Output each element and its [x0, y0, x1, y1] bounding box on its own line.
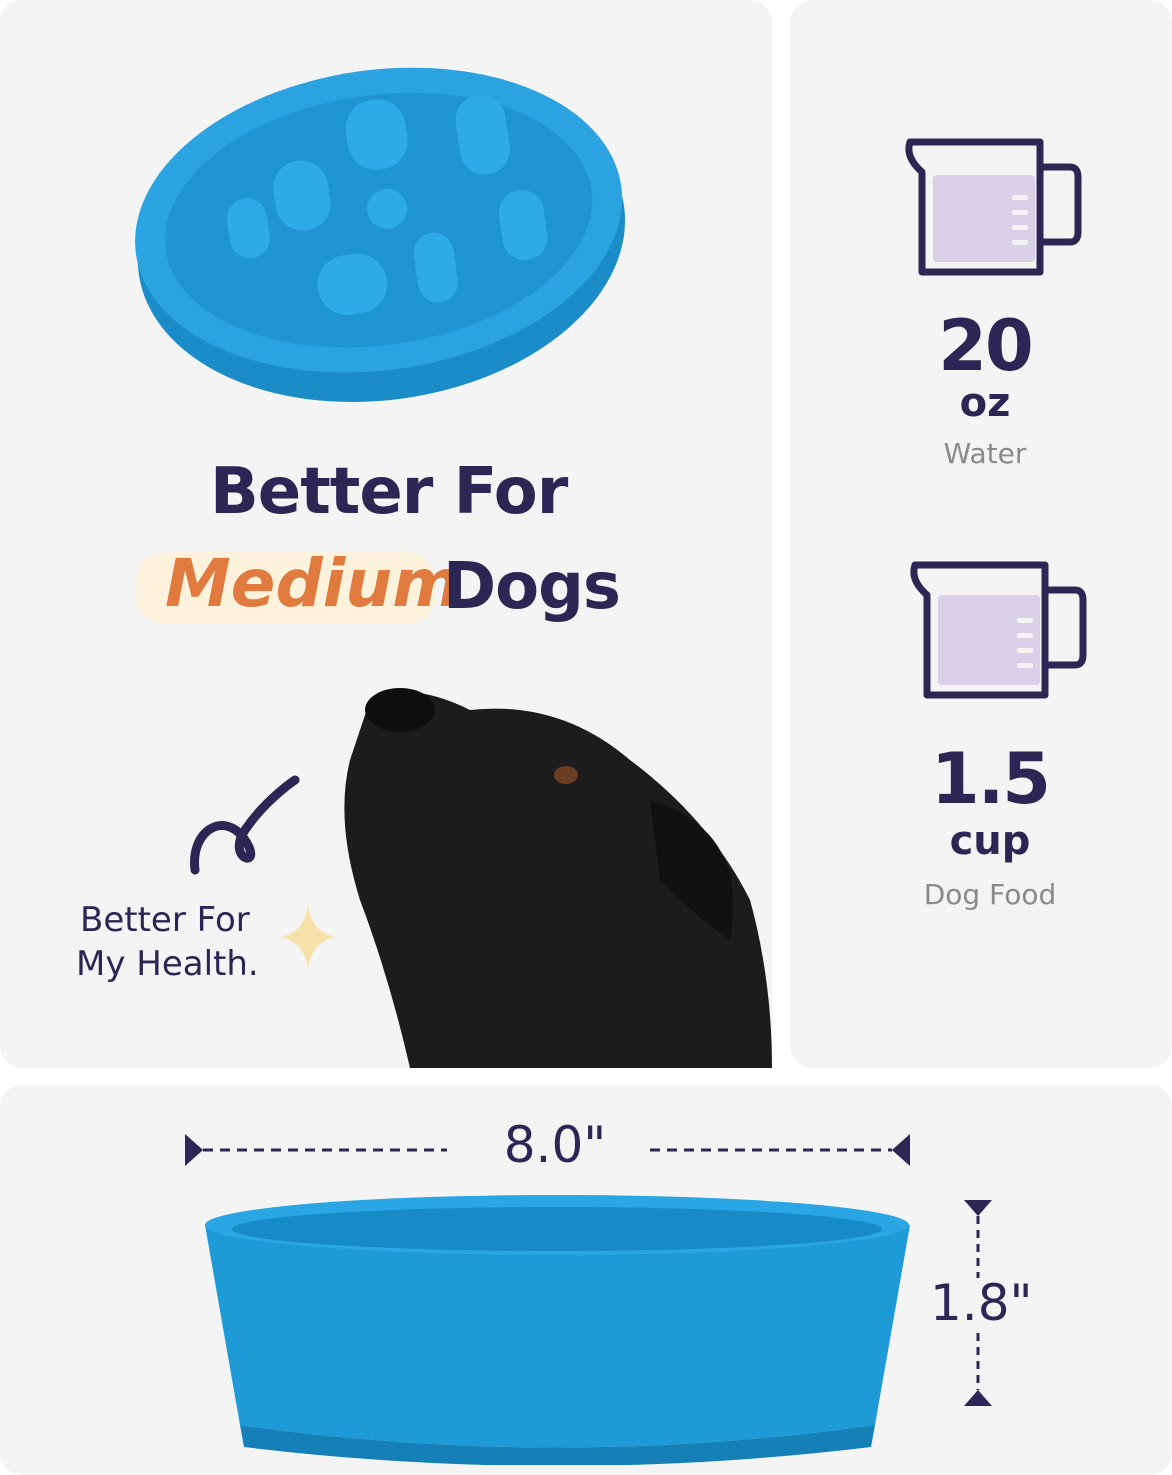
- headline-highlight: Medium: [165, 545, 462, 622]
- food-capacity-label: Dog Food: [923, 878, 1057, 911]
- headline-line2: Dogs: [443, 550, 621, 624]
- measuring-cup-water-icon: [905, 138, 1082, 276]
- bowl-top-view-image: [135, 67, 626, 402]
- headline-line1: Better For: [210, 455, 568, 529]
- measuring-cup-food-icon: [910, 561, 1087, 699]
- highlight-badge: [136, 552, 436, 624]
- squiggle-icon: [190, 775, 300, 875]
- water-capacity-label: Water: [943, 437, 1027, 470]
- water-capacity-unit: oz: [959, 380, 1011, 426]
- food-capacity-unit: cup: [949, 818, 1031, 864]
- dog-image: [344, 688, 772, 1068]
- note-line2: My Health.: [76, 944, 259, 984]
- width-dimension-arrow: [185, 1134, 910, 1166]
- bowl-side-view-image: [205, 1195, 910, 1465]
- height-value: 1.8": [930, 1274, 1033, 1332]
- note-line1: Better For: [80, 900, 250, 940]
- sparkle-icon: [280, 905, 336, 969]
- food-capacity-value: 1.5: [930, 738, 1051, 820]
- width-value: 8.0": [503, 1116, 607, 1174]
- water-capacity-value: 20: [938, 305, 1033, 387]
- height-dimension-arrow: [964, 1200, 992, 1406]
